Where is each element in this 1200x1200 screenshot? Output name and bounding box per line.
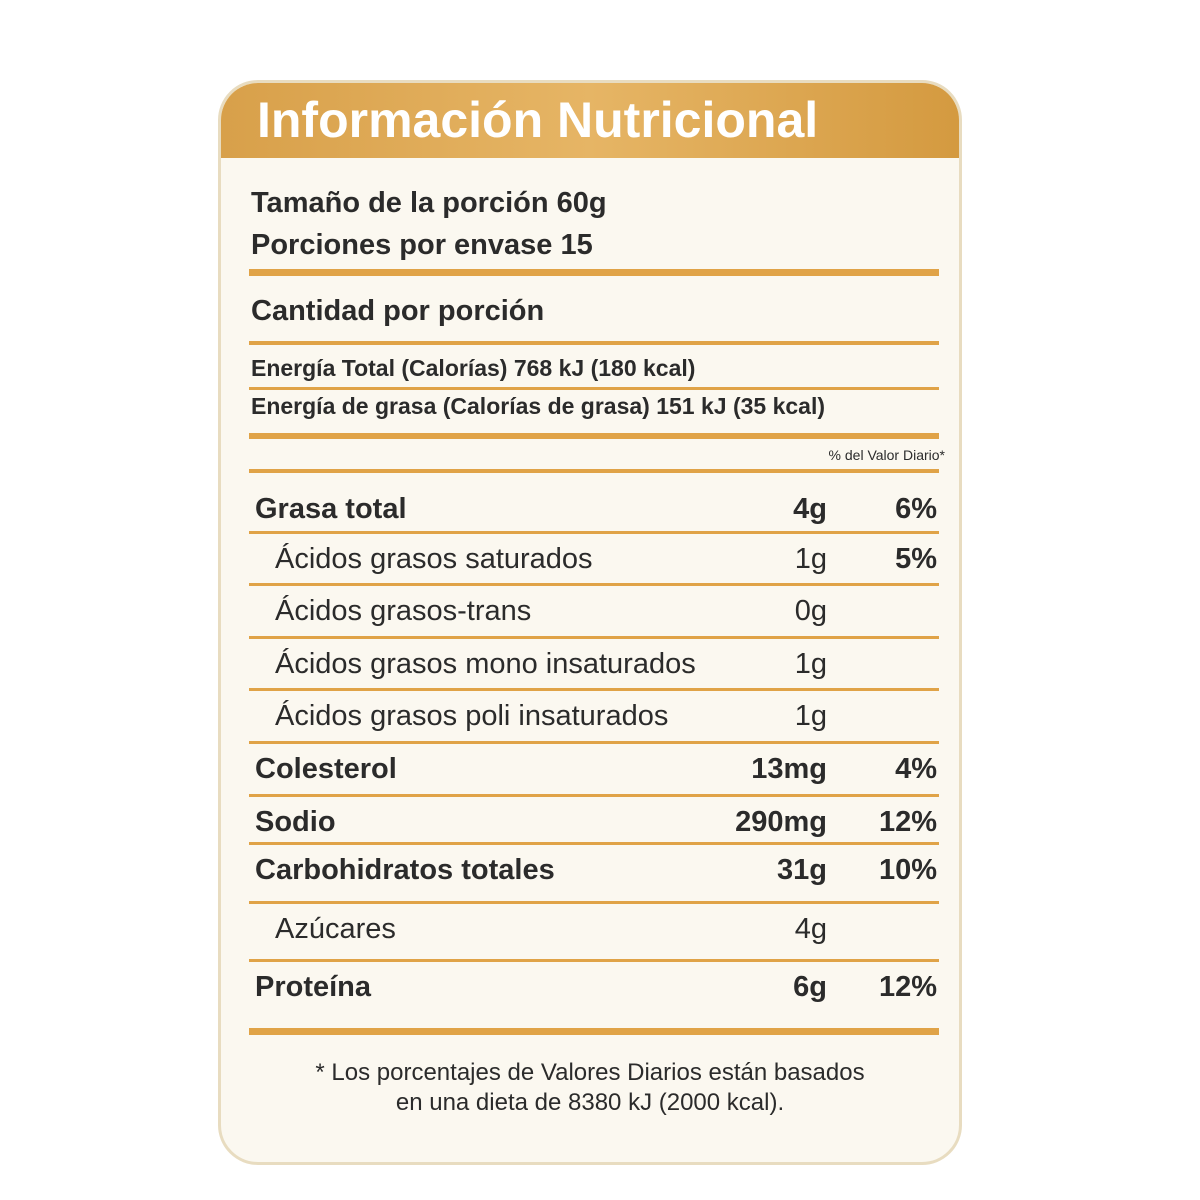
divider [249, 583, 939, 586]
divider [249, 688, 939, 691]
nutrient-name: Grasa total [255, 493, 407, 525]
nutrient-name: Ácidos grasos-trans [275, 595, 532, 627]
serving-size: Tamaño de la porción 60g [251, 187, 607, 219]
footnote-line: en una dieta de 8380 kJ (2000 kcal). [395, 1089, 785, 1116]
nutrient-name: Proteína [255, 971, 372, 1003]
nutrient-name: Ácidos grasos mono insaturados [275, 648, 696, 680]
divider [249, 1028, 939, 1035]
nutrient-name: Azúcares [275, 913, 396, 945]
divider [249, 269, 939, 276]
divider [249, 469, 939, 473]
divider [249, 636, 939, 639]
nutrient-amount: 31g [777, 854, 827, 886]
nutrient-amount: 6g [793, 971, 827, 1003]
nutrient-amount: 13mg [751, 753, 827, 785]
daily-value: 12% [878, 971, 937, 1003]
daily-value: 4% [895, 753, 937, 785]
divider [249, 531, 939, 534]
nutrient-amount: 1g [794, 543, 827, 575]
nutrient-name: Ácidos grasos poli insaturados [275, 700, 669, 732]
nutrient-name: Ácidos grasos saturados [275, 543, 593, 575]
daily-value: 10% [878, 854, 937, 886]
divider [249, 794, 939, 797]
nutrient-amount: 1g [794, 700, 827, 732]
divider [249, 959, 939, 962]
servings-per-container: Porciones por envase 15 [251, 229, 593, 261]
nutrient-name: Sodio [255, 806, 336, 838]
divider [249, 842, 939, 845]
energy-total: Energía Total (Calorías) 768 kJ (180 kca… [251, 355, 696, 381]
nutrition-label: Información Nutricional Tamaño de la por… [218, 80, 962, 1165]
divider [249, 901, 939, 904]
daily-value: 12% [878, 806, 937, 838]
daily-value: 6% [895, 493, 937, 525]
nutrient-amount: 1g [794, 648, 827, 680]
energy-fat: Energía de grasa (Calorías de grasa) 151… [251, 393, 826, 419]
nutrient-amount: 0g [794, 595, 827, 627]
header-band [221, 83, 959, 158]
nutrient-amount: 4g [793, 493, 827, 525]
nutrient-name: Carbohidratos totales [255, 854, 555, 886]
footnote-line: * Los porcentajes de Valores Diarios est… [315, 1059, 865, 1086]
nutrient-name: Colesterol [255, 753, 397, 785]
dv-heading: % del Valor Diario* [828, 447, 945, 463]
nutrient-amount: 4g [794, 913, 827, 945]
divider [249, 387, 939, 390]
daily-value: 5% [895, 543, 937, 575]
footnote: * Los porcentajes de Valores Diarios est… [221, 1058, 959, 1118]
divider [249, 741, 939, 744]
divider [249, 341, 939, 345]
nutrient-amount: 290mg [735, 806, 827, 838]
divider [249, 433, 939, 439]
title: Información Nutricional [257, 92, 819, 148]
amount-heading: Cantidad por porción [251, 295, 545, 327]
